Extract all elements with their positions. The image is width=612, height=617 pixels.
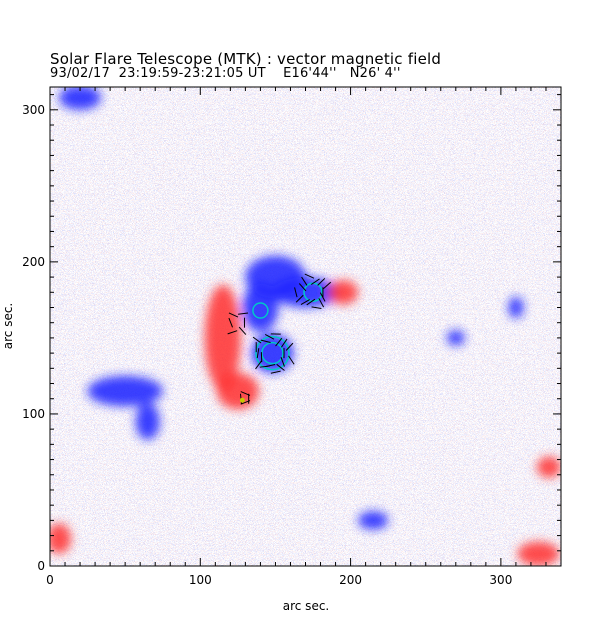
vector-1-11 xyxy=(311,306,322,309)
region-negative-5 xyxy=(135,403,160,440)
region-negative-13 xyxy=(358,511,389,530)
vector-3-3 xyxy=(240,400,251,405)
plot-title: Solar Flare Telescope (MTK) : vector mag… xyxy=(50,50,442,68)
vector-1-2 xyxy=(317,278,326,286)
region-positive-9 xyxy=(328,280,359,305)
vector-1-8 xyxy=(295,294,304,303)
vector-0-17 xyxy=(288,355,295,365)
vector-2-3 xyxy=(228,317,233,328)
vector-0-16 xyxy=(280,356,285,367)
vector-2-5 xyxy=(238,326,247,335)
vector-0-13 xyxy=(265,364,276,368)
region-positive-8 xyxy=(216,372,259,410)
vector-1-6 xyxy=(298,283,307,292)
region-negative-4 xyxy=(87,375,163,407)
vector-1-1 xyxy=(322,281,332,290)
marker-point xyxy=(239,397,245,403)
region-positive-12 xyxy=(536,456,561,478)
vector-0-1 xyxy=(285,342,294,351)
y-tick-label-100: 100 xyxy=(22,407,45,421)
region-negative-1 xyxy=(272,277,339,308)
vector-0-15 xyxy=(276,363,285,371)
region-positive-10 xyxy=(50,523,72,554)
axis-ticks xyxy=(49,87,562,567)
subtitle-latitude: N26' 4'' xyxy=(349,66,401,81)
vector-1-10 xyxy=(306,298,316,306)
vector-0-5 xyxy=(264,334,275,340)
polarity-regions xyxy=(50,87,561,566)
region-positive-11 xyxy=(517,541,560,566)
x-axis-label: arc sec. xyxy=(283,599,329,613)
transverse-field-vectors xyxy=(227,273,332,405)
vector-2-1 xyxy=(238,312,249,315)
x-tick-label-0: 0 xyxy=(46,573,54,587)
y-tick-label-200: 200 xyxy=(22,255,45,269)
subtitle-date: 93/02/17 xyxy=(50,66,110,81)
plot-subtitle: 93/02/17 23:19:59-23:21:05 UT E16'44'' N… xyxy=(50,66,401,81)
vector-1-9 xyxy=(300,299,310,305)
vector-2-2 xyxy=(228,312,239,318)
region-negative-3 xyxy=(242,283,279,332)
magnetogram-image xyxy=(50,87,561,566)
y-axis-label: arc sec. xyxy=(1,303,15,349)
x-tick-label-100: 100 xyxy=(189,573,212,587)
y-tick-label-300: 300 xyxy=(22,103,45,117)
vector-2-4 xyxy=(227,330,238,335)
vector-0-11 xyxy=(255,360,262,370)
x-tick-label-200: 200 xyxy=(339,573,362,587)
vector-0-6 xyxy=(260,339,271,344)
vector-1-7 xyxy=(294,287,298,298)
vector-0-14 xyxy=(270,370,281,374)
region-negative-6 xyxy=(59,87,102,110)
contour-1 xyxy=(255,335,290,371)
subtitle-longitude: E16'44'' xyxy=(283,66,337,81)
vector-1-5 xyxy=(301,276,308,286)
region-negative-15 xyxy=(508,296,524,319)
subtitle-time: 23:19:59-23:21:05 UT xyxy=(118,66,266,81)
y-tick-label-0: 0 xyxy=(37,559,45,573)
region-negative-14 xyxy=(446,330,465,346)
marker-dot xyxy=(239,397,245,403)
vector-0-3 xyxy=(275,337,283,347)
axis-tick-labels: 0 100 200 300 0 100 200 300 xyxy=(22,103,512,587)
vector-1-12 xyxy=(318,298,325,308)
region-positive-7 xyxy=(204,284,241,392)
vector-3-1 xyxy=(240,391,251,396)
vector-1-13 xyxy=(319,292,326,302)
vector-0-9 xyxy=(256,348,260,359)
vector-0-7 xyxy=(252,336,262,344)
vector-1-3 xyxy=(310,278,320,285)
x-tick-label-300: 300 xyxy=(489,573,512,587)
vector-0-2 xyxy=(280,338,288,348)
contour-2 xyxy=(252,302,269,319)
vector-1-4 xyxy=(304,273,315,279)
